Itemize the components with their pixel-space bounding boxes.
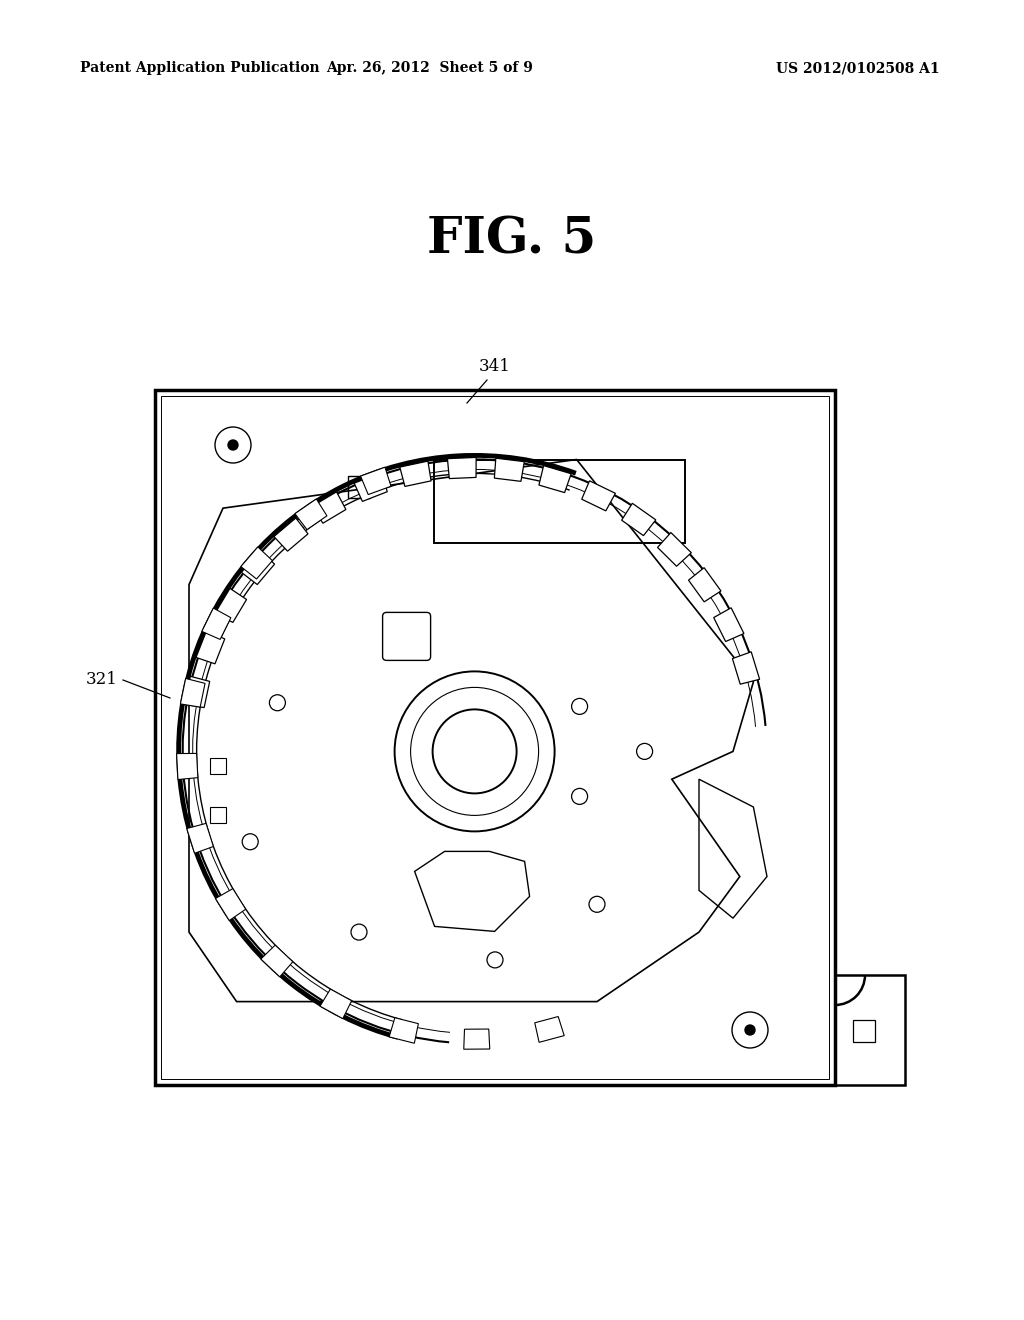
Polygon shape bbox=[447, 458, 476, 479]
Bar bbox=[853, 1020, 874, 1041]
Polygon shape bbox=[354, 473, 387, 502]
Polygon shape bbox=[312, 492, 346, 523]
Polygon shape bbox=[360, 467, 391, 495]
Polygon shape bbox=[582, 480, 615, 511]
Bar bbox=[348, 477, 370, 498]
Polygon shape bbox=[732, 652, 760, 684]
Polygon shape bbox=[321, 989, 351, 1019]
Circle shape bbox=[745, 1026, 755, 1035]
Text: 341: 341 bbox=[479, 358, 511, 375]
Text: Apr. 26, 2012  Sheet 5 of 9: Apr. 26, 2012 Sheet 5 of 9 bbox=[327, 61, 534, 75]
Polygon shape bbox=[464, 1030, 489, 1049]
Polygon shape bbox=[186, 824, 213, 853]
Polygon shape bbox=[399, 461, 431, 486]
Polygon shape bbox=[180, 678, 205, 708]
Text: Patent Application Publication: Patent Application Publication bbox=[80, 61, 319, 75]
Text: FIG. 5: FIG. 5 bbox=[427, 215, 597, 264]
Polygon shape bbox=[273, 517, 308, 552]
Polygon shape bbox=[535, 1016, 564, 1043]
Polygon shape bbox=[622, 503, 655, 536]
Polygon shape bbox=[196, 631, 224, 664]
Polygon shape bbox=[688, 568, 721, 602]
Polygon shape bbox=[241, 546, 272, 579]
Polygon shape bbox=[389, 1018, 419, 1043]
Polygon shape bbox=[215, 888, 246, 920]
Polygon shape bbox=[215, 589, 247, 623]
Circle shape bbox=[228, 440, 238, 450]
Polygon shape bbox=[184, 676, 210, 708]
Bar bbox=[210, 759, 226, 775]
Polygon shape bbox=[539, 466, 571, 492]
Polygon shape bbox=[261, 945, 293, 977]
Bar bbox=[210, 807, 226, 822]
Text: US 2012/0102508 A1: US 2012/0102508 A1 bbox=[776, 61, 940, 75]
Polygon shape bbox=[657, 532, 691, 566]
Polygon shape bbox=[242, 550, 274, 585]
Bar bbox=[434, 459, 685, 543]
Polygon shape bbox=[714, 607, 743, 642]
Polygon shape bbox=[176, 754, 198, 780]
Text: 321: 321 bbox=[86, 672, 118, 689]
Polygon shape bbox=[202, 609, 230, 639]
Polygon shape bbox=[495, 458, 524, 482]
Polygon shape bbox=[295, 499, 327, 529]
